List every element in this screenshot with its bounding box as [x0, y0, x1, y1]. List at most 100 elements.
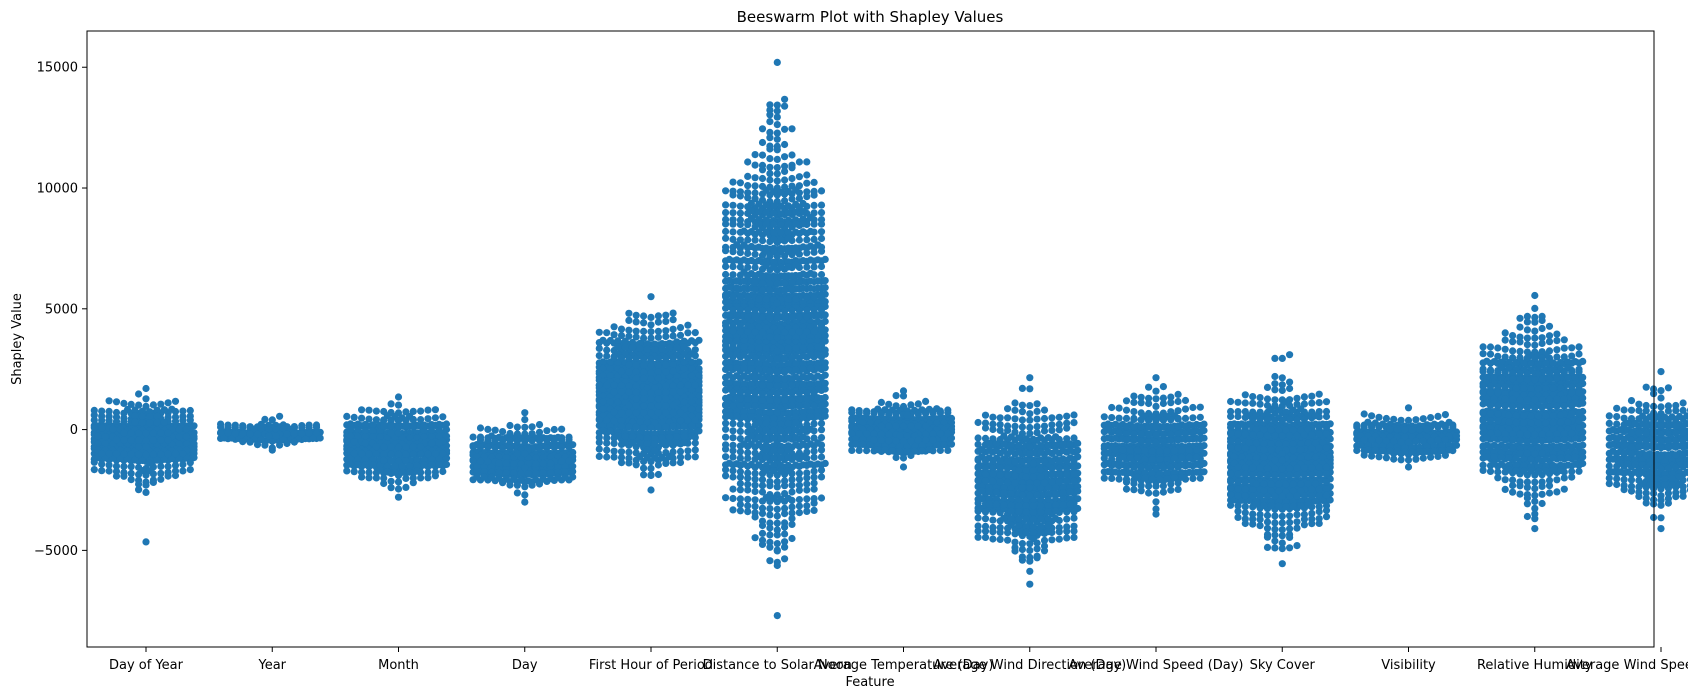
data-point [758, 166, 767, 174]
data-point [803, 486, 811, 494]
data-point [1249, 431, 1257, 439]
data-point [725, 371, 733, 379]
data-point [617, 422, 626, 430]
data-point [1029, 502, 1037, 510]
data-point [1004, 405, 1012, 413]
data-point [1063, 534, 1071, 542]
data-point [647, 402, 655, 410]
data-point [164, 436, 172, 444]
data-point [606, 427, 615, 435]
data-point [398, 468, 406, 476]
data-point [513, 481, 522, 489]
data-point [1130, 408, 1138, 416]
data-point [1011, 415, 1019, 423]
data-point [758, 381, 767, 389]
data-point [755, 200, 763, 208]
data-point [781, 390, 789, 398]
data-point [806, 284, 815, 292]
data-point [784, 344, 792, 352]
data-point [795, 272, 804, 280]
data-point [821, 350, 829, 358]
data-point [391, 468, 399, 476]
data-point [1100, 444, 1108, 452]
data-point [636, 339, 644, 347]
data-point [729, 467, 737, 475]
data-point [365, 415, 373, 423]
data-point [751, 182, 759, 190]
data-point [1022, 435, 1030, 443]
data-point [792, 344, 800, 352]
data-point [1152, 402, 1160, 410]
data-point [806, 256, 815, 264]
data-point [751, 374, 759, 382]
data-point [777, 236, 785, 244]
data-point [758, 279, 767, 287]
data-point [691, 446, 699, 454]
data-point [387, 443, 395, 451]
data-point [283, 430, 291, 438]
data-point [1152, 431, 1160, 439]
data-point [766, 170, 774, 178]
data-point [1200, 420, 1208, 428]
data-point [1026, 580, 1034, 588]
data-point [484, 457, 492, 466]
data-point [762, 494, 770, 502]
data-point [651, 446, 659, 455]
data-point [495, 468, 503, 477]
data-point [788, 354, 796, 362]
data-point [770, 220, 778, 228]
data-point [788, 534, 796, 543]
data-point [662, 409, 670, 417]
data-point [784, 220, 792, 228]
data-point [179, 460, 187, 469]
data-point [1026, 491, 1034, 500]
data-point [992, 488, 1001, 496]
data-point [665, 439, 674, 447]
data-point [1048, 414, 1056, 422]
data-point [817, 247, 826, 255]
data-point [1004, 414, 1012, 422]
data-point [722, 425, 730, 433]
data-point [168, 405, 176, 413]
data-point [558, 425, 566, 433]
data-point [736, 249, 745, 257]
data-point [1141, 447, 1149, 455]
data-point [632, 361, 640, 369]
data-point [1018, 484, 1026, 492]
data-point [654, 318, 663, 326]
data-point [799, 433, 807, 441]
data-point [146, 467, 154, 475]
data-point [647, 361, 655, 370]
data-point [1189, 414, 1197, 422]
data-point [1152, 374, 1160, 382]
data-point [1133, 473, 1142, 481]
data-point [1026, 410, 1034, 418]
data-point [1011, 399, 1019, 407]
data-point [758, 390, 767, 398]
data-point [788, 488, 796, 496]
data-point [817, 228, 826, 236]
data-point [539, 475, 547, 483]
data-point [799, 208, 807, 216]
data-point [1018, 384, 1026, 392]
data-point [1044, 448, 1052, 456]
data-point [1022, 515, 1030, 523]
data-point [1108, 474, 1116, 482]
data-point [1130, 486, 1138, 494]
data-point [183, 425, 191, 433]
data-point [164, 472, 172, 480]
data-point [506, 421, 514, 430]
data-point [814, 439, 822, 447]
data-point [781, 523, 789, 531]
data-point [747, 432, 756, 440]
data-point [770, 202, 778, 210]
data-point [1122, 485, 1131, 493]
data-point [806, 425, 815, 433]
data-point [691, 439, 699, 447]
data-point [740, 227, 748, 235]
data-point [632, 388, 640, 397]
data-point [744, 389, 752, 397]
data-point [1308, 399, 1316, 407]
data-point [595, 416, 603, 424]
data-point [1286, 416, 1294, 424]
